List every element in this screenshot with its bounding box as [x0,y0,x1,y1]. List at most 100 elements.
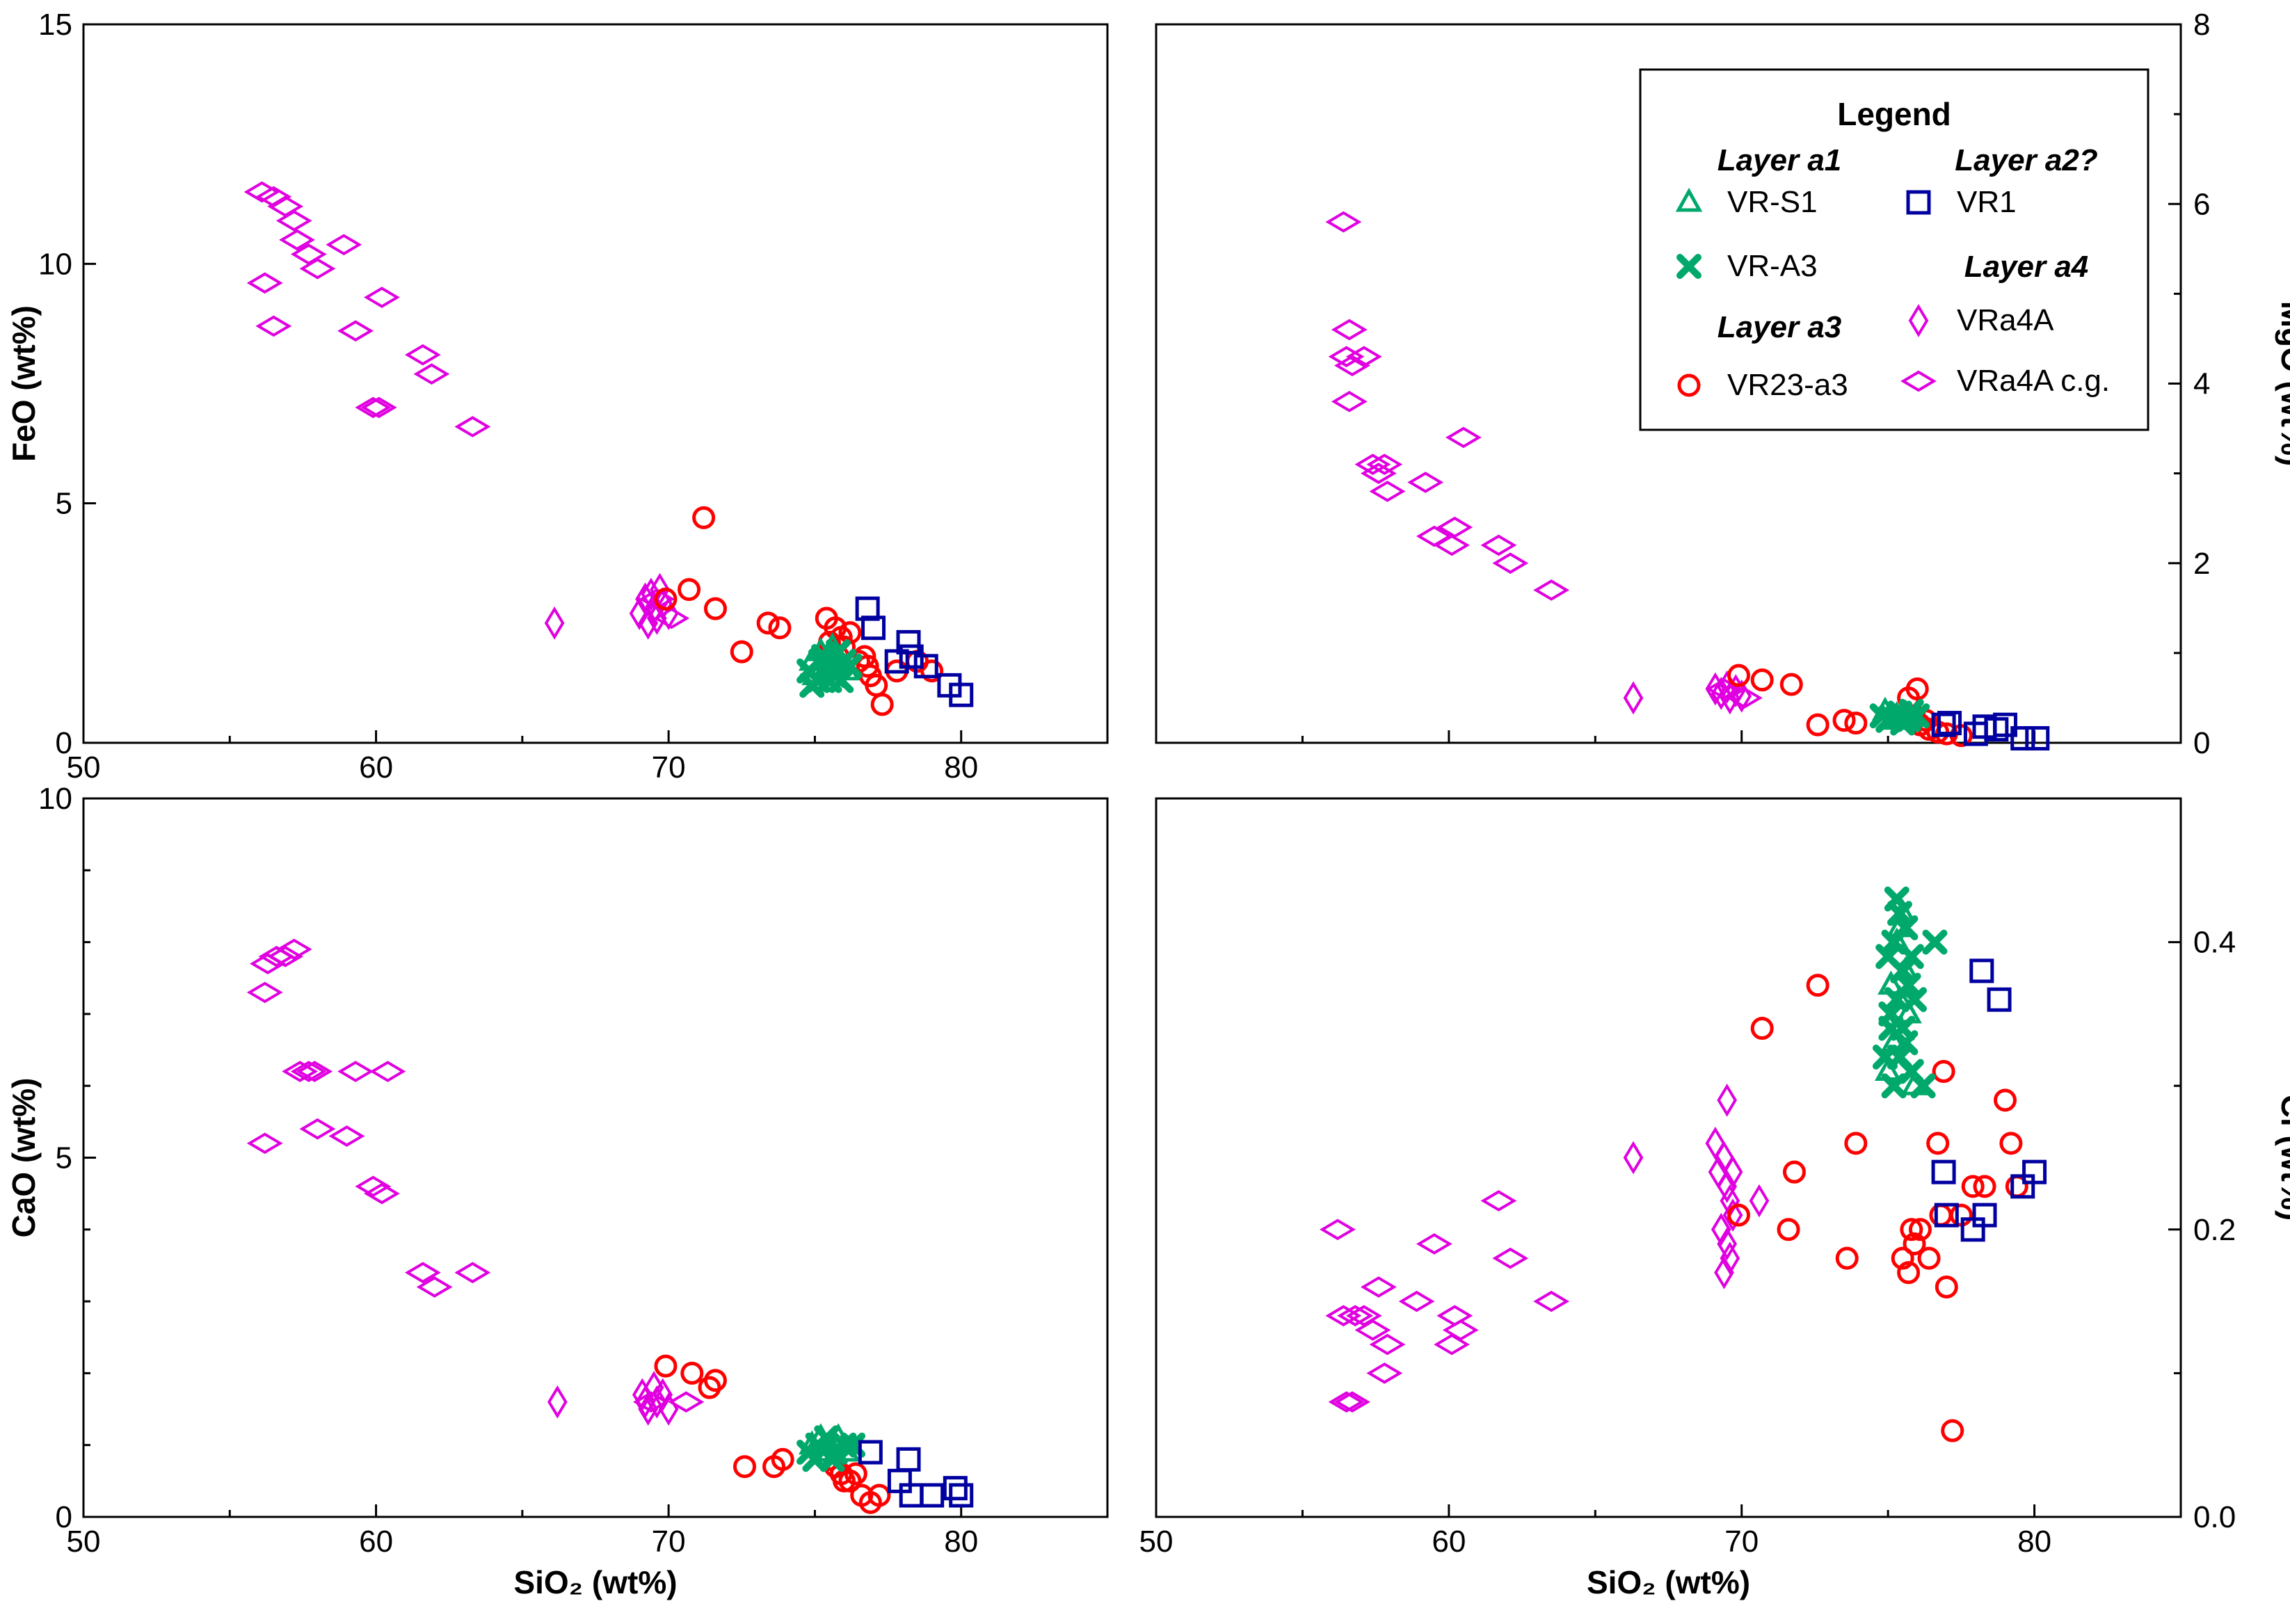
data-point [1731,679,1752,713]
y-tick-label: 0.0 [2193,1500,2236,1534]
data-point [1354,453,1391,476]
data-point [328,1125,365,1147]
x-tick-label: 50 [67,1525,101,1559]
series-vra4a-c-g- [246,938,705,1413]
data-point [1905,677,1929,701]
data-point [282,1061,319,1082]
x-tick-label: 60 [1432,1525,1466,1559]
data-point [1711,1212,1731,1246]
data-point [1717,1227,1738,1261]
data-point [658,1392,679,1426]
legend-marker [1676,254,1702,279]
data-point [1492,552,1529,574]
data-point [1777,1218,1800,1241]
data-point [943,1476,968,1501]
data-point [638,1392,659,1426]
series-vr23-a3 [654,506,944,716]
data-point [1369,1333,1406,1356]
data-point [1999,1132,2023,1155]
data-point [730,640,753,664]
data-point [1806,713,1829,737]
data-point [1434,534,1470,556]
data-point [1705,1126,1726,1160]
data-point [364,1182,400,1205]
data-point [246,272,283,294]
data-point [1844,711,1868,735]
data-point [768,616,792,640]
data-point [819,1447,845,1472]
legend: Legend Layer a1 VR-S1 VR-A3 Layer a3 VR23-a3 L… [1639,68,2149,431]
data-point [817,668,842,693]
data-point [771,1447,794,1471]
data-point [1902,987,1928,1013]
y-tick-label: 4 [2193,367,2210,401]
x-tick-label: 60 [359,750,393,785]
series-vra4a [1623,1083,1770,1289]
data-point [867,1484,891,1507]
legend-entry-label: VR1 [1957,185,2017,219]
series-vr23-a3 [654,1354,891,1514]
data-point [1900,1218,1923,1241]
data-point [1325,211,1362,233]
x-tick-label: 80 [944,750,978,785]
y-tick-label: 6 [2193,187,2210,221]
legend-group-heading: Layer a1 [1718,143,1842,177]
data-point [1369,481,1406,502]
data-point [246,1132,283,1155]
data-point [1898,944,1924,970]
data-point [1779,673,1803,696]
data-point [404,344,441,366]
data-point [275,210,312,232]
series-vra4a [1623,670,1752,715]
legend-entry-label: VR23-a3 [1727,368,1848,402]
data-point [1881,1073,1907,1099]
data-point [1875,944,1901,970]
series-vr1 [1931,958,2047,1242]
data-point [678,578,701,602]
legend-marker [1900,370,1937,392]
legend-group-heading: Layer a3 [1718,310,1842,344]
x-tick-label: 50 [67,750,101,785]
data-point [1434,1333,1470,1356]
data-point [404,1262,441,1284]
data-point [1445,426,1482,449]
data-point [337,1061,374,1082]
data-point [1910,1073,1936,1099]
data-point [1749,1184,1770,1218]
data-point [1992,712,2017,737]
x-axis-label: SiO₂ (wt%) [1587,1564,1750,1600]
x-axis-label: SiO₂ (wt%) [513,1564,677,1600]
x-tick-label: 80 [2017,1525,2051,1559]
data-point [1366,453,1403,476]
y-tick-label: 10 [38,782,72,816]
series-vr-a3 [1872,886,1948,1099]
data-point [1416,1233,1452,1255]
data-point [1331,391,1368,412]
data-point [544,606,565,640]
series-vr1 [1931,711,2050,751]
panel-feo: 50 60 70 80 0 5 10 15 FeO (wt%) [6,8,1109,785]
y-axis-label: FeO (wt%) [6,305,42,462]
plot-frame-cl [1155,797,2182,1518]
data-point [1334,355,1370,376]
series-vra4a [547,1371,679,1426]
data-point [1407,472,1444,493]
data-point [1884,886,1909,912]
data-point [1345,346,1382,368]
y-tick-label: 2 [2193,547,2210,581]
data-point [267,945,304,967]
data-point [326,234,362,256]
data-point [1898,698,1924,724]
data-point [1727,1203,1751,1227]
series-vra4a [544,572,679,640]
data-point [896,1447,921,1472]
data-point [756,611,780,635]
data-point [1941,1419,1964,1442]
panel-cl: 50 60 70 80 0.0 0.2 0.4 SiO₂ (wt%) Cl (wt%) [1139,797,2290,1600]
data-point [337,320,374,342]
data-point [1727,664,1751,687]
data-point [1533,1290,1570,1312]
y-axis-label: Cl (wt%) [2275,1095,2290,1221]
data-point [652,1378,673,1412]
data-point [1806,974,1829,997]
